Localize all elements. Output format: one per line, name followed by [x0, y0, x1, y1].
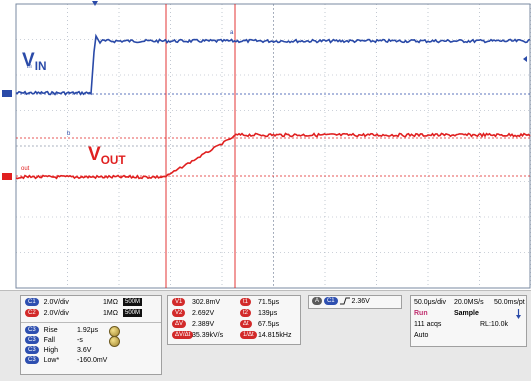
- channel-badge: C3: [25, 336, 39, 345]
- measurement-row[interactable]: C3 Fall -s: [25, 336, 83, 346]
- cursor-tag: 1/Δt: [240, 331, 257, 339]
- measurement-name: Rise: [43, 327, 58, 334]
- record-length: RL:10.0k: [480, 321, 509, 328]
- trigger-mode-row: Auto: [414, 331, 428, 341]
- divider: [21, 322, 161, 323]
- measurement-value: -160.0mV: [77, 357, 108, 364]
- time-per-div: 50.0μs/div: [414, 299, 447, 306]
- timebase-row: 50.0μs/div 20.0MS/s 50.0ms/pt: [414, 298, 525, 308]
- channel-badge: C2: [25, 309, 39, 318]
- channel-badge: C3: [25, 326, 39, 335]
- timebase-box[interactable]: 50.0μs/div 20.0MS/s 50.0ms/pt Run Sample…: [410, 295, 527, 347]
- trigger-mode: Auto: [414, 332, 429, 339]
- measurement-value: -s: [77, 337, 83, 344]
- cursor-value: 2.389V: [192, 321, 215, 328]
- channel-row-2[interactable]: C2 2.0V/div 1MΩ 500M: [25, 309, 143, 319]
- cursor-tag: t2: [240, 309, 252, 317]
- cursor-tag: Δt: [240, 320, 252, 328]
- channel-1-ground-marker: [2, 90, 12, 97]
- channel-row-1[interactable]: C1 2.0V/div 1MΩ 500M: [25, 298, 143, 308]
- cursor-value: 302.8mV: [192, 299, 221, 306]
- waveform-display[interactable]: VIN VOUT in out a b: [0, 0, 531, 290]
- acquisition-mode: Sample: [454, 310, 479, 317]
- cursor-row: ΔV 2.389V Δt 67.5μs: [172, 320, 279, 330]
- trigger-position-marker: [92, 1, 98, 6]
- down-arrow-icon: [516, 309, 521, 319]
- channel-impedance: 1MΩ: [103, 310, 118, 317]
- measurement-panel: C1 2.0V/div 1MΩ 500M C2 2.0V/div 1MΩ 500…: [0, 290, 531, 381]
- measurement-row[interactable]: C3 Low* -160.0mV: [25, 356, 107, 366]
- points-rate: 50.0ms/pt: [494, 299, 525, 306]
- vin-label: VIN: [22, 50, 47, 74]
- cursor-value: 67.5μs: [258, 321, 280, 328]
- cursor-tag: t1: [240, 298, 252, 306]
- acquisition-count: 111 acqs: [414, 321, 442, 328]
- cursor-tag: ΔV/Δt: [172, 331, 194, 340]
- sample-rate: 20.0MS/s: [454, 299, 484, 306]
- cursor-tag: V1: [172, 298, 186, 307]
- channel-badge: C3: [25, 356, 39, 365]
- trigger-channel: C1: [323, 297, 338, 306]
- cursor-value: 71.5μs: [258, 299, 280, 306]
- channel-scale: 2.0V/div: [43, 299, 69, 306]
- rising-edge-icon: [339, 297, 350, 305]
- acquisition-row: Run Sample: [414, 309, 521, 319]
- cursor-value: 14.815kHz: [258, 332, 292, 339]
- cursor-value: 2.692V: [192, 310, 215, 317]
- measurement-name: Fall: [43, 337, 55, 344]
- measurement-name: Low*: [43, 357, 60, 364]
- acquisition-count-row: 111 acqs RL:10.0k: [414, 320, 508, 330]
- measurement-value: 1.92μs: [77, 327, 99, 334]
- cursor-value: 139μs: [258, 310, 278, 317]
- cursor-tag: ΔV: [172, 320, 187, 329]
- trigger-box[interactable]: A C1 2.36V: [308, 295, 402, 309]
- run-state[interactable]: Run: [414, 310, 428, 317]
- vout-trace: [15, 132, 531, 180]
- channel-2-ground-marker: [2, 173, 12, 180]
- measurement-name: High: [43, 347, 59, 354]
- bandwidth-limit: 500M: [123, 298, 143, 306]
- waveform-graticule: [2, 1, 531, 289]
- cursor-value: 35.39kV/s: [192, 332, 224, 339]
- cursor-marker-b[interactable]: b: [67, 131, 71, 137]
- channel-impedance: 1MΩ: [103, 299, 118, 306]
- channel-badge: C3: [25, 346, 39, 355]
- vout-tag: out: [21, 166, 30, 172]
- channel-badge: C1: [25, 298, 39, 307]
- measurement-row[interactable]: C3 Rise 1.92μs: [25, 326, 98, 336]
- channel-settings-box: C1 2.0V/div 1MΩ 500M C2 2.0V/div 1MΩ 500…: [20, 295, 162, 375]
- trigger-row: A C1 2.36V: [312, 297, 370, 307]
- vout-label: VOUT: [88, 144, 126, 168]
- cursor-tag: V2: [172, 309, 186, 318]
- trigger-level-marker: [523, 56, 527, 62]
- cursor-row: V1 302.8mV t1 71.5μs: [172, 298, 279, 308]
- cursor-readout-box: V1 302.8mV t1 71.5μs V2 2.692V t2 139μs …: [167, 295, 301, 345]
- cursor-marker-a[interactable]: a: [230, 30, 234, 36]
- channel-scale: 2.0V/div: [43, 310, 69, 317]
- cursor-row: V2 2.692V t2 139μs: [172, 309, 277, 319]
- graticule-frame: [15, 3, 531, 289]
- trigger-mode-tag: A: [312, 297, 323, 306]
- measurement-value: 3.6V: [77, 347, 92, 354]
- bandwidth-limit: 500M: [123, 309, 143, 317]
- cursor-row: ΔV/Δt 35.39kV/s 1/Δt 14.815kHz: [172, 331, 291, 341]
- vin-trace: [15, 33, 531, 96]
- trigger-level: 2.36V: [351, 298, 370, 305]
- vin-tag: in: [27, 64, 32, 70]
- measurement-row[interactable]: C3 High 3.6V: [25, 346, 91, 356]
- fall-indicator-icon: [109, 336, 120, 347]
